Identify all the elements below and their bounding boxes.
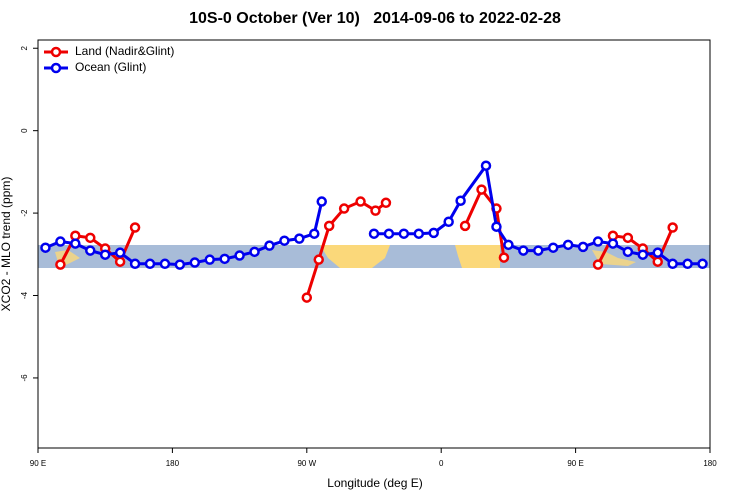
point	[129, 222, 141, 233]
y-tick-label: -4	[20, 291, 29, 299]
x-tick-label: 90 E	[567, 459, 583, 468]
point	[368, 228, 380, 239]
point	[443, 216, 454, 227]
point	[652, 247, 663, 258]
y-axis-label: XCO2 - MLO trend (ppm)	[0, 177, 13, 312]
point	[622, 232, 634, 244]
y-tick-label: 0	[20, 128, 29, 133]
point	[637, 249, 649, 260]
x-tick-label: 90 W	[297, 459, 316, 468]
point	[592, 259, 604, 270]
point	[370, 205, 381, 216]
point	[652, 256, 663, 267]
legend-label: Land (Nadir&Glint)	[75, 44, 174, 58]
point	[547, 242, 559, 253]
point	[667, 222, 678, 233]
point	[174, 259, 186, 270]
point	[40, 242, 51, 253]
point	[491, 221, 502, 232]
legend-label: Ocean (Glint)	[75, 60, 146, 74]
point	[398, 228, 410, 239]
point	[294, 233, 305, 244]
legend-marker	[50, 46, 62, 58]
point	[607, 238, 619, 249]
point	[204, 254, 215, 265]
point	[159, 258, 171, 270]
y-tick-label: -6	[20, 374, 29, 382]
plot-frame	[37, 39, 711, 449]
x-tick-label: 180	[703, 459, 717, 468]
point	[85, 232, 96, 244]
x-tick-label: 0	[439, 459, 444, 468]
point	[592, 236, 604, 247]
point	[99, 249, 111, 260]
point	[480, 160, 492, 171]
point	[518, 245, 529, 256]
point	[114, 247, 126, 258]
legend-marker	[50, 62, 62, 74]
point	[697, 258, 708, 270]
point	[316, 196, 327, 207]
point	[70, 238, 81, 249]
y-tick-label: 2	[20, 45, 29, 50]
point	[85, 245, 96, 256]
point	[129, 258, 141, 270]
point	[309, 228, 320, 239]
point	[383, 228, 395, 239]
point	[355, 196, 366, 207]
point	[189, 257, 201, 268]
point	[667, 258, 678, 270]
point	[313, 254, 324, 265]
point	[577, 241, 589, 253]
point	[234, 250, 245, 261]
chart-title: 10S-0 October (Ver 10) 2014-09-06 to 202…	[189, 10, 561, 27]
point	[380, 197, 392, 209]
point	[533, 245, 544, 256]
point	[428, 227, 439, 239]
point	[498, 252, 510, 263]
point	[455, 195, 466, 206]
y-tick-label: -2	[20, 209, 29, 217]
point	[338, 203, 350, 214]
point	[301, 292, 313, 303]
point	[55, 259, 66, 270]
point	[249, 246, 260, 258]
x-tick-label: 180	[166, 459, 180, 468]
point	[219, 253, 230, 265]
x-axis-label: Longitude (deg E)	[327, 476, 422, 490]
x-tick-label: 90 E	[30, 459, 46, 468]
point	[55, 236, 66, 247]
point	[279, 235, 290, 246]
point	[503, 239, 514, 251]
point	[682, 258, 693, 270]
point	[562, 239, 574, 251]
point	[144, 258, 156, 270]
point	[413, 228, 425, 239]
point	[114, 256, 126, 267]
point	[323, 220, 335, 232]
point	[264, 240, 275, 251]
point	[476, 184, 487, 195]
point	[459, 220, 471, 232]
point	[622, 246, 634, 258]
